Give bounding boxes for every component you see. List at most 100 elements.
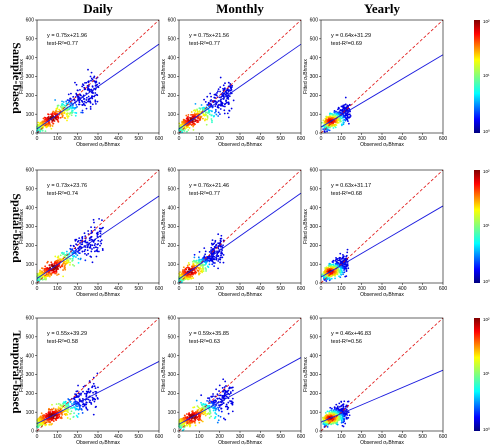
density-point (185, 114, 188, 117)
density-point (221, 102, 224, 105)
density-point (86, 249, 89, 252)
y-tick-label: 300 (310, 224, 319, 230)
density-point (193, 123, 196, 126)
density-point (208, 105, 210, 108)
density-point (215, 413, 218, 416)
density-point (62, 114, 64, 117)
density-point (326, 130, 328, 133)
density-point (182, 270, 184, 272)
x-tick-label: 100 (53, 434, 62, 440)
density-point (329, 272, 332, 275)
density-point (184, 414, 186, 417)
density-point (206, 115, 209, 118)
density-point (186, 116, 189, 118)
density-point (341, 403, 344, 406)
density-point (189, 274, 192, 277)
density-point (213, 115, 215, 118)
density-point (338, 256, 341, 259)
density-point (67, 408, 70, 411)
density-point (221, 91, 224, 94)
y-tick-label: 100 (26, 112, 35, 118)
x-axis-label: Observed σₚBhmax (76, 292, 120, 298)
density-point (342, 123, 345, 126)
density-point (73, 99, 76, 102)
density-point (340, 401, 343, 403)
density-point (210, 395, 213, 398)
density-point (230, 107, 233, 110)
density-point (229, 391, 232, 393)
density-point (99, 232, 102, 235)
density-point (190, 124, 193, 126)
density-point (81, 85, 84, 88)
density-point (64, 413, 67, 415)
density-point (335, 403, 338, 406)
density-point (66, 99, 69, 101)
density-point (47, 113, 50, 116)
density-point (71, 403, 73, 405)
density-point (99, 244, 101, 247)
density-point (341, 419, 343, 422)
density-point (69, 401, 72, 403)
density-point (84, 403, 87, 406)
density-point (346, 248, 349, 251)
density-point (47, 116, 50, 119)
density-point (217, 104, 220, 107)
density-point (94, 406, 97, 409)
density-point (79, 242, 81, 244)
density-point (210, 114, 213, 117)
fit-line (178, 43, 302, 130)
density-point (90, 236, 92, 238)
colorbar-tick-high: 10² (483, 169, 490, 174)
density-point (53, 111, 56, 114)
density-point (184, 271, 187, 273)
density-point (208, 109, 210, 112)
density-point (229, 400, 232, 403)
density-point (76, 254, 79, 257)
density-point (93, 246, 95, 249)
density-point (338, 271, 341, 274)
density-point (71, 112, 73, 114)
density-point (227, 85, 230, 88)
density-point (344, 103, 347, 106)
density-point (346, 104, 349, 107)
density-point (69, 261, 72, 264)
y-tick-label: 500 (168, 187, 177, 193)
density-point (206, 399, 208, 402)
density-point (97, 239, 100, 242)
density-point (195, 261, 198, 263)
density-point (340, 105, 343, 108)
density-point (91, 244, 94, 247)
y-tick-label: 0 (315, 281, 318, 287)
density-point (194, 422, 196, 424)
density-point (222, 390, 225, 393)
density-point (198, 107, 201, 110)
density-point (223, 105, 226, 108)
density-point (211, 239, 214, 242)
density-point (65, 250, 68, 253)
density-point (196, 405, 199, 408)
density-point (204, 411, 207, 414)
x-tick-label: 100 (337, 434, 346, 440)
density-point (210, 99, 213, 101)
density-point (217, 111, 220, 114)
density-point (194, 102, 197, 105)
density-point (226, 89, 229, 92)
density-point (212, 258, 215, 260)
column-title-monthly: Monthly (216, 1, 264, 16)
density-point (215, 255, 218, 257)
density-point (227, 101, 230, 104)
density-point (200, 394, 203, 397)
density-point (215, 388, 218, 391)
y-tick-label: 200 (26, 391, 35, 397)
density-point (53, 411, 56, 414)
y-axis-label: Fitted σₚBhmax (161, 59, 167, 94)
x-axis-label: Observed σₚBhmax (218, 440, 262, 446)
density-point (205, 260, 208, 263)
density-point (226, 112, 229, 115)
density-point (214, 240, 217, 243)
density-point (55, 272, 58, 274)
density-point (204, 111, 207, 114)
density-point (86, 246, 89, 249)
regression-equation: y = 0.73x+23.76 (47, 183, 87, 189)
x-tick-label: 0 (320, 136, 323, 142)
